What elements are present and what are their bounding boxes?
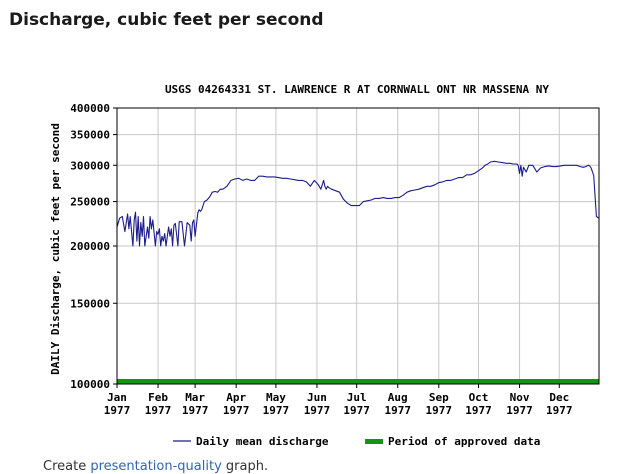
y-tick-label: 300000 xyxy=(70,159,110,172)
x-tick-month: Sep xyxy=(429,391,449,404)
y-tick-label: 250000 xyxy=(70,196,110,209)
x-tick-year: 1977 xyxy=(304,404,331,417)
x-tick-year: 1977 xyxy=(343,404,370,417)
x-tick-year: 1977 xyxy=(182,404,209,417)
y-tick-label: 400000 xyxy=(70,102,110,115)
x-tick-month: Aug xyxy=(388,391,408,404)
y-tick-label: 100000 xyxy=(70,378,110,391)
grid-layer xyxy=(116,107,599,385)
x-tick-year: 1977 xyxy=(145,404,172,417)
x-tick-month: May xyxy=(266,391,286,404)
chart-title: USGS 04264331 ST. LAWRENCE R AT CORNWALL… xyxy=(165,83,549,96)
x-tick-month: Oct xyxy=(469,391,489,404)
approved-layer xyxy=(117,379,599,384)
x-tick-year: 1977 xyxy=(263,404,290,417)
x-tick-year: 1977 xyxy=(506,404,533,417)
legend-daily-label: Daily mean discharge xyxy=(196,435,329,448)
discharge-chart: USGS 04264331 ST. LAWRENCE R AT CORNWALL… xyxy=(49,83,600,448)
approved-period-bar xyxy=(117,379,599,384)
x-tick-month: Mar xyxy=(185,391,205,404)
y-tick-label: 150000 xyxy=(70,297,110,310)
x-tick-month: Nov xyxy=(510,391,530,404)
x-tick-month: Apr xyxy=(226,391,246,404)
y-tick-label: 200000 xyxy=(70,240,110,253)
page-heading: Discharge, cubic feet per second xyxy=(9,10,324,30)
footer-prefix: Create xyxy=(43,459,91,474)
x-tick-year: 1977 xyxy=(384,404,411,417)
y-axis-label: DAILY Discharge, cubic feet per second xyxy=(49,123,62,375)
footer-suffix: graph. xyxy=(221,459,269,474)
x-tick-month: Jun xyxy=(307,391,327,404)
presentation-quality-link[interactable]: presentation-quality xyxy=(90,459,222,474)
x-axis-ticks: Jan1977Feb1977Mar1977Apr1977May1977Jun19… xyxy=(104,384,573,417)
y-axis-ticks: 100000 150000 200000 250000 300000 350000 4000… xyxy=(70,102,117,391)
series-line-daily-mean-discharge xyxy=(116,160,600,247)
x-tick-month: Jan xyxy=(107,391,127,404)
x-tick-month: Jul xyxy=(347,391,367,404)
legend-approved-label: Period of approved data xyxy=(388,435,540,448)
x-tick-year: 1977 xyxy=(223,404,250,417)
series-layer xyxy=(116,160,600,247)
x-tick-year: 1977 xyxy=(546,404,573,417)
x-tick-year: 1977 xyxy=(104,404,131,417)
footer-note: Create presentation-quality graph. xyxy=(43,459,268,474)
x-tick-month: Feb xyxy=(148,391,168,404)
x-tick-month: Dec xyxy=(549,391,569,404)
y-tick-label: 350000 xyxy=(70,129,110,142)
x-tick-year: 1977 xyxy=(465,404,492,417)
legend: Daily mean discharge Period of approved … xyxy=(173,435,540,448)
x-tick-year: 1977 xyxy=(426,404,453,417)
legend-approved-swatch xyxy=(365,439,383,444)
